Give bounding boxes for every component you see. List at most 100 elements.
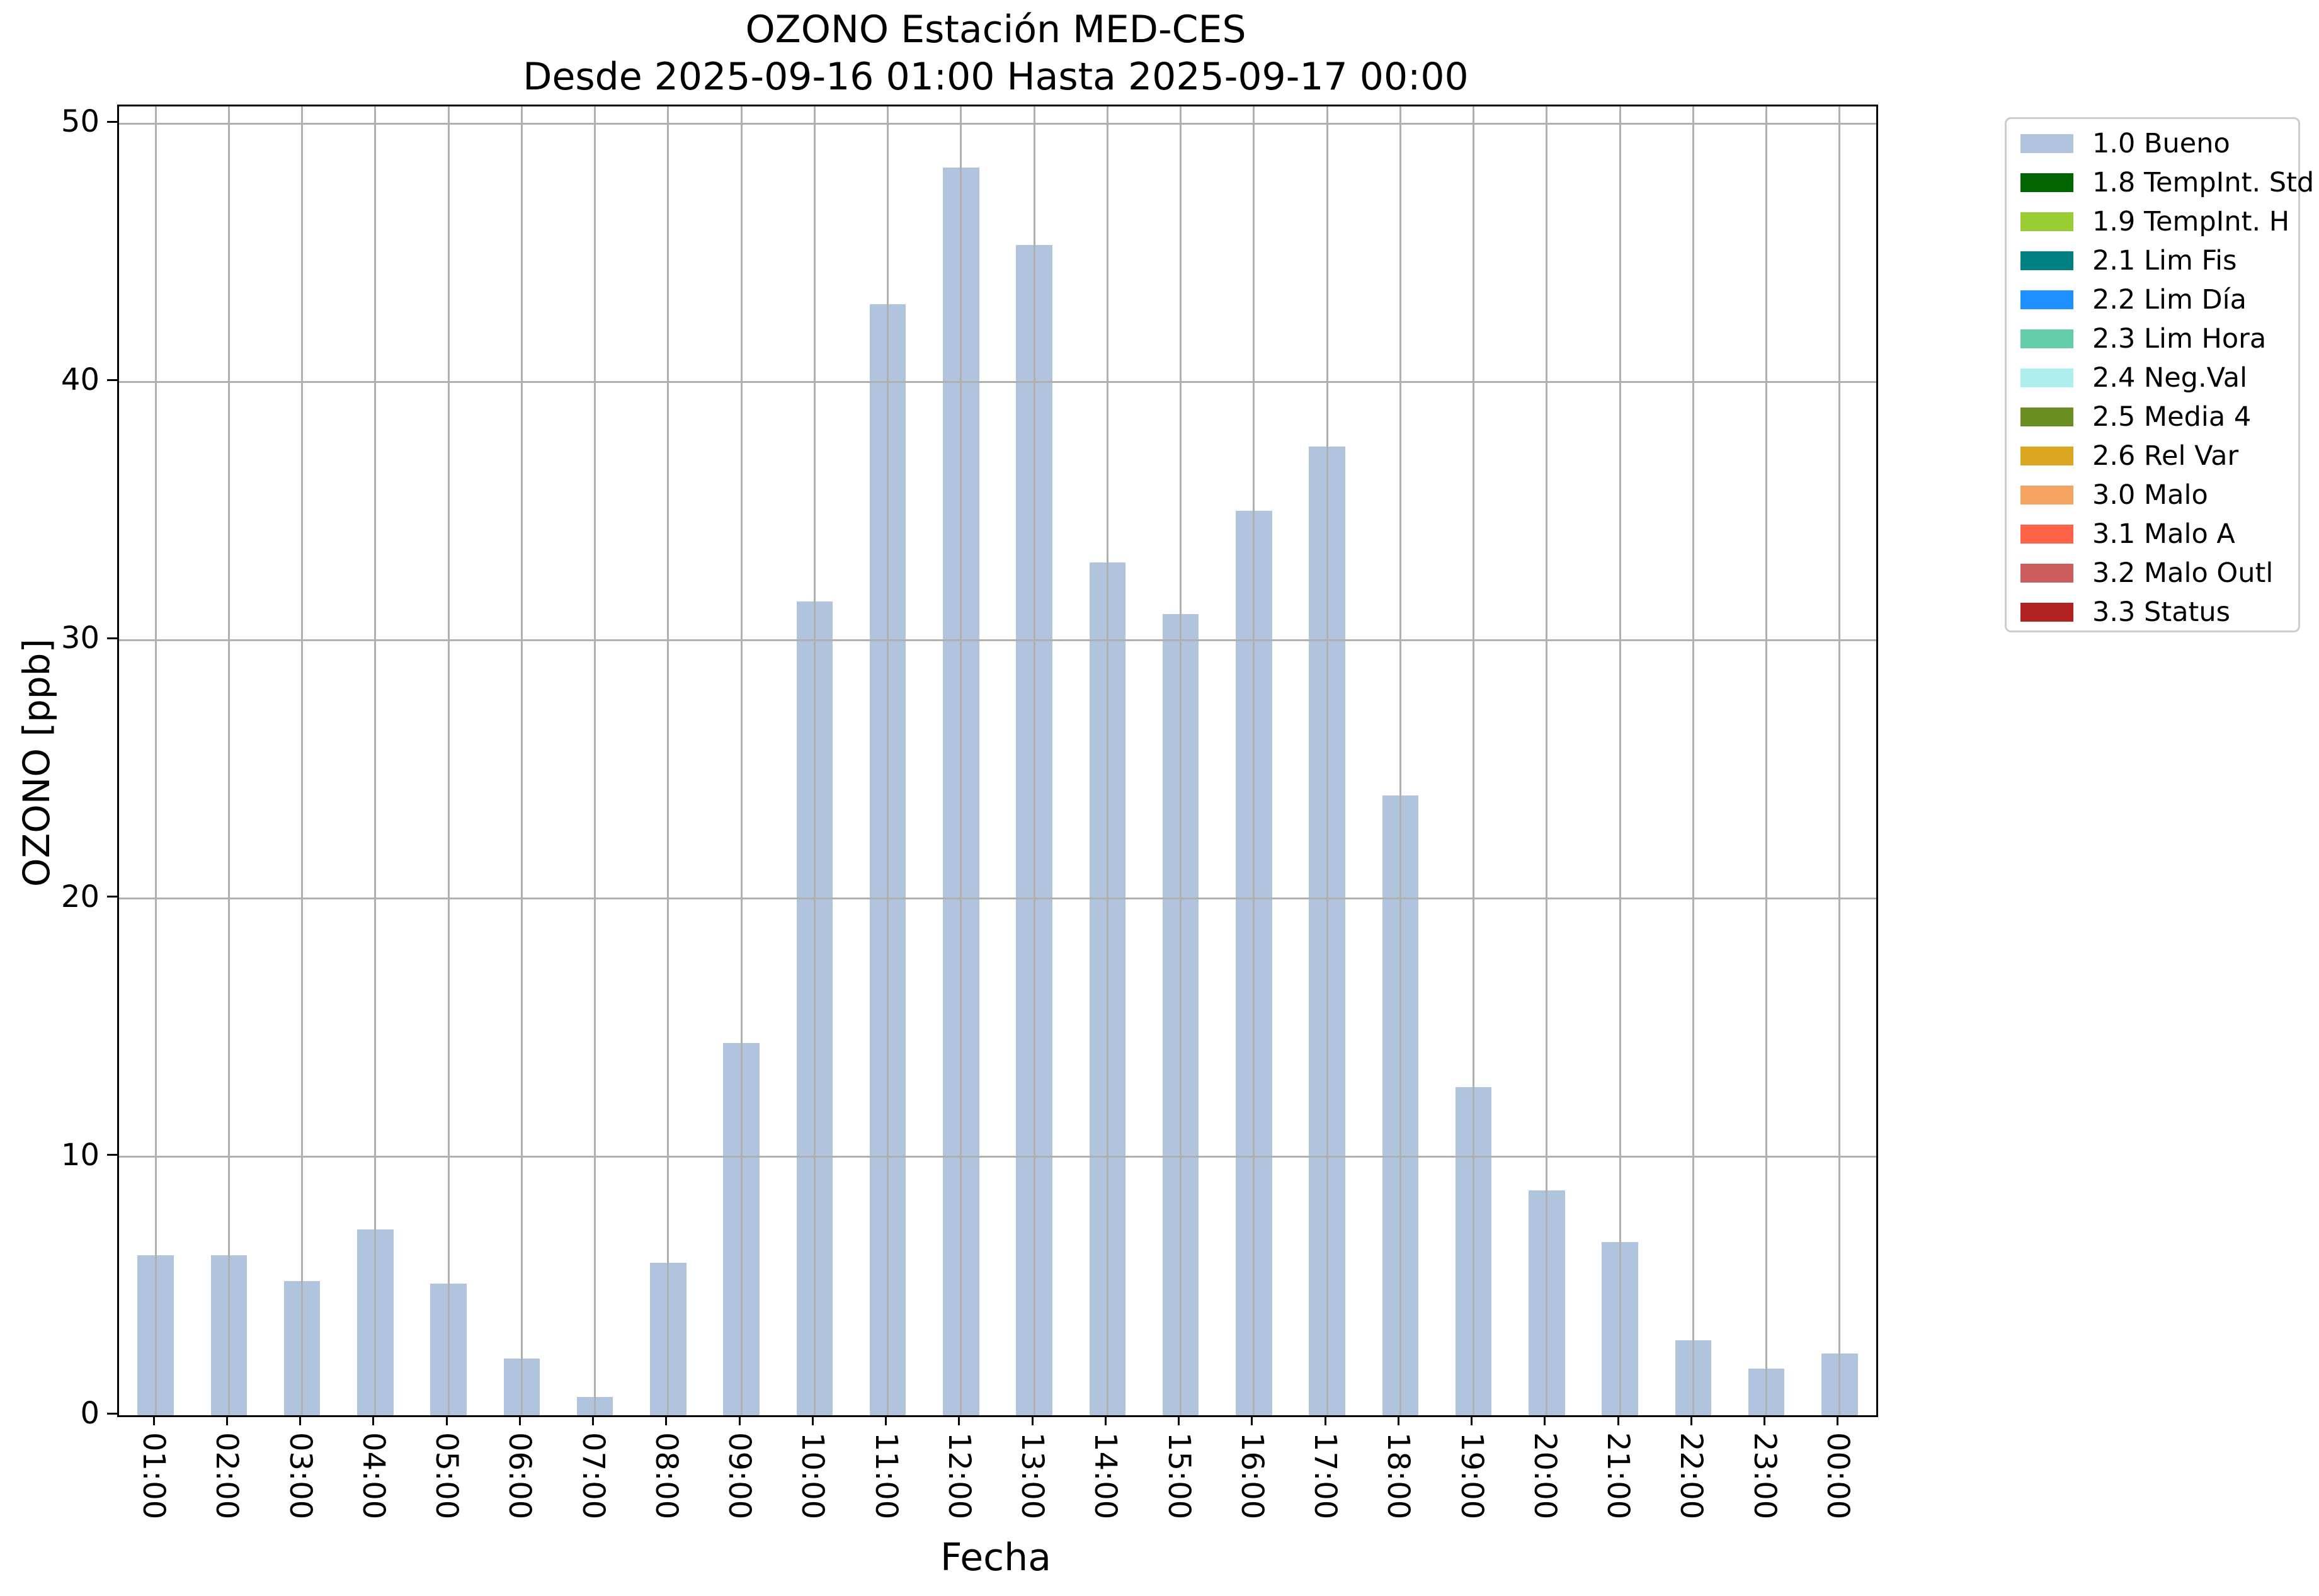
v-gridline (1619, 106, 1621, 1415)
legend-swatch (2020, 251, 2073, 270)
v-gridline (1106, 106, 1108, 1415)
x-tick-label: 16:00 (1234, 1432, 1270, 1520)
x-tick-label: 12:00 (941, 1432, 977, 1520)
x-tick (665, 1415, 668, 1425)
x-tick-label: 07:00 (575, 1432, 611, 1520)
legend-item: 2.6 Rel Var (2007, 436, 2298, 476)
v-gridline (594, 106, 596, 1415)
x-tick-label: 14:00 (1088, 1432, 1124, 1520)
v-gridline (740, 106, 743, 1415)
x-tick (299, 1415, 302, 1425)
legend-swatch (2020, 173, 2073, 192)
x-tick-label: 05:00 (429, 1432, 465, 1520)
legend-swatch (2020, 290, 2073, 309)
h-gridline (119, 1156, 1876, 1158)
x-tick-label: 08:00 (648, 1432, 684, 1520)
x-tick-label: 21:00 (1600, 1432, 1636, 1520)
x-tick (738, 1415, 741, 1425)
x-tick-label: 02:00 (209, 1432, 245, 1520)
x-tick (1104, 1415, 1107, 1425)
v-gridline (887, 106, 889, 1415)
x-tick (811, 1415, 814, 1425)
legend-swatch (2020, 134, 2073, 153)
chart-title-block: OZONO Estación MED-CES Desde 2025-09-16 … (117, 6, 1874, 101)
legend-item: 2.5 Media 4 (2007, 397, 2298, 436)
x-tick-label: 01:00 (136, 1432, 172, 1520)
x-tick-label: 11:00 (868, 1432, 904, 1520)
x-tick (1544, 1415, 1546, 1425)
legend-label: 2.5 Media 4 (2092, 401, 2252, 433)
x-tick-label: 23:00 (1746, 1432, 1782, 1520)
legend-label: 2.4 Neg.Val (2092, 362, 2248, 394)
x-tick-label: 04:00 (355, 1432, 391, 1520)
legend-label: 1.9 TempInt. H (2092, 206, 2290, 237)
v-gridline (1546, 106, 1548, 1415)
y-axis-label: OZONO [ppb] (15, 638, 58, 887)
y-tick-label: 40 (60, 362, 100, 398)
legend-label: 1.0 Bueno (2092, 128, 2230, 159)
x-tick-label: 18:00 (1381, 1432, 1416, 1520)
x-tick (372, 1415, 375, 1425)
x-tick-label: 10:00 (795, 1432, 831, 1520)
legend-item: 3.0 Malo (2007, 476, 2298, 515)
legend-item: 2.3 Lim Hora (2007, 319, 2298, 358)
x-tick (1763, 1415, 1766, 1425)
v-gridline (154, 106, 157, 1415)
x-tick-label: 22:00 (1673, 1432, 1709, 1520)
h-gridline (119, 122, 1876, 125)
v-gridline (1765, 106, 1768, 1415)
x-tick (1031, 1415, 1034, 1425)
plot-area (117, 105, 1878, 1417)
v-gridline (1399, 106, 1401, 1415)
legend-item: 3.1 Malo A (2007, 515, 2298, 554)
x-tick (1251, 1415, 1253, 1425)
legend-item: 2.2 Lim Día (2007, 280, 2298, 319)
v-gridline (447, 106, 450, 1415)
chart-title: OZONO Estación MED-CES (745, 8, 1246, 52)
h-gridline (119, 898, 1876, 900)
v-gridline (301, 106, 304, 1415)
legend-label: 2.1 Lim Fis (2092, 245, 2237, 276)
legend-swatch (2020, 603, 2073, 622)
x-tick (1837, 1415, 1839, 1425)
x-tick-label: 00:00 (1820, 1432, 1855, 1520)
legend-item: 3.3 Status (2007, 593, 2298, 632)
legend-item: 3.2 Malo Outl (2007, 554, 2298, 593)
x-tick-label: 09:00 (722, 1432, 758, 1520)
x-tick (1471, 1415, 1473, 1425)
x-tick-label: 06:00 (502, 1432, 538, 1520)
h-gridline (119, 639, 1876, 641)
v-gridline (520, 106, 523, 1415)
legend-swatch (2020, 368, 2073, 387)
v-gridline (960, 106, 962, 1415)
y-tick-label: 20 (60, 879, 100, 915)
legend-swatch (2020, 486, 2073, 504)
x-tick (958, 1415, 960, 1425)
x-tick-label: 17:00 (1308, 1432, 1343, 1520)
x-tick (518, 1415, 521, 1425)
x-tick (1690, 1415, 1692, 1425)
legend-swatch (2020, 329, 2073, 348)
x-tick (445, 1415, 448, 1425)
v-gridline (1180, 106, 1182, 1415)
legend-label: 3.2 Malo Outl (2092, 557, 2274, 589)
legend-item: 2.1 Lim Fis (2007, 241, 2298, 280)
x-tick-label: 03:00 (282, 1432, 318, 1520)
x-tick (1617, 1415, 1619, 1425)
legend-item: 1.0 Bueno (2007, 124, 2298, 163)
v-gridline (813, 106, 816, 1415)
x-tick (152, 1415, 155, 1425)
chart-subtitle: Desde 2025-09-16 01:00 Hasta 2025-09-17 … (523, 55, 1469, 99)
legend-label: 3.0 Malo (2092, 479, 2208, 511)
legend-swatch (2020, 525, 2073, 544)
x-tick (1397, 1415, 1399, 1425)
y-tick (107, 896, 117, 898)
legend-label: 3.3 Status (2092, 596, 2231, 628)
x-tick (885, 1415, 887, 1425)
h-gridline (119, 380, 1876, 383)
y-tick (107, 379, 117, 381)
y-tick-label: 0 (80, 1396, 100, 1431)
x-tick (225, 1415, 228, 1425)
x-tick (592, 1415, 595, 1425)
